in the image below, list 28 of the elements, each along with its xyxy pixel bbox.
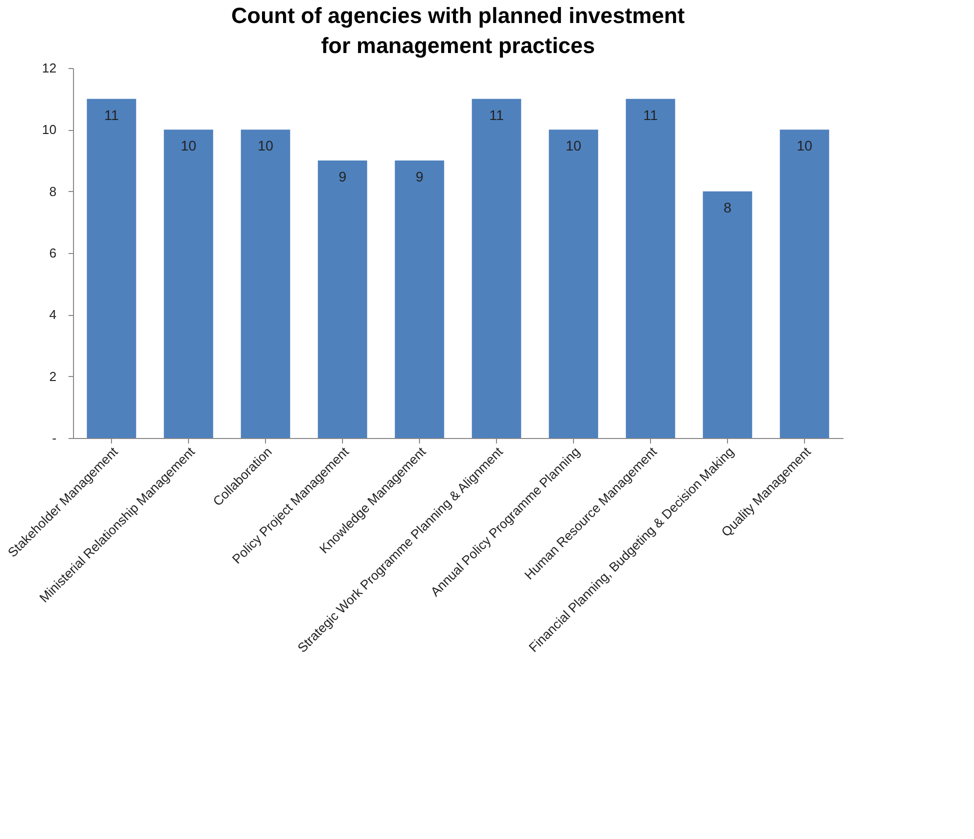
y-tick-label: 8 [49, 184, 56, 199]
bar [240, 130, 290, 438]
data-label: 8 [724, 199, 732, 216]
y-tick-label: - [52, 430, 56, 446]
data-label: 11 [104, 106, 119, 123]
data-label: 10 [566, 138, 582, 154]
chart-title: Count of agencies with planned investment for management practices [231, 3, 686, 58]
bar [780, 130, 830, 438]
bar [86, 98, 136, 438]
data-label: 10 [180, 138, 196, 154]
bar [548, 130, 598, 438]
data-label: 9 [338, 168, 347, 184]
y-tick-label: 2 [49, 368, 56, 384]
data-label: 11 [489, 106, 504, 123]
y-tick-label: 12 [42, 60, 56, 76]
data-label: 11 [643, 106, 658, 123]
bar [702, 191, 752, 438]
bar [164, 130, 214, 438]
bar [318, 160, 368, 438]
bar [472, 98, 522, 438]
y-tick-label: 10 [42, 122, 56, 138]
data-label: 10 [796, 138, 812, 154]
bar [394, 160, 444, 438]
y-tick-label: 4 [49, 307, 56, 322]
data-label: 10 [258, 138, 274, 154]
bar [626, 98, 676, 438]
y-tick-label: 6 [49, 246, 56, 260]
data-label: 9 [416, 168, 424, 184]
